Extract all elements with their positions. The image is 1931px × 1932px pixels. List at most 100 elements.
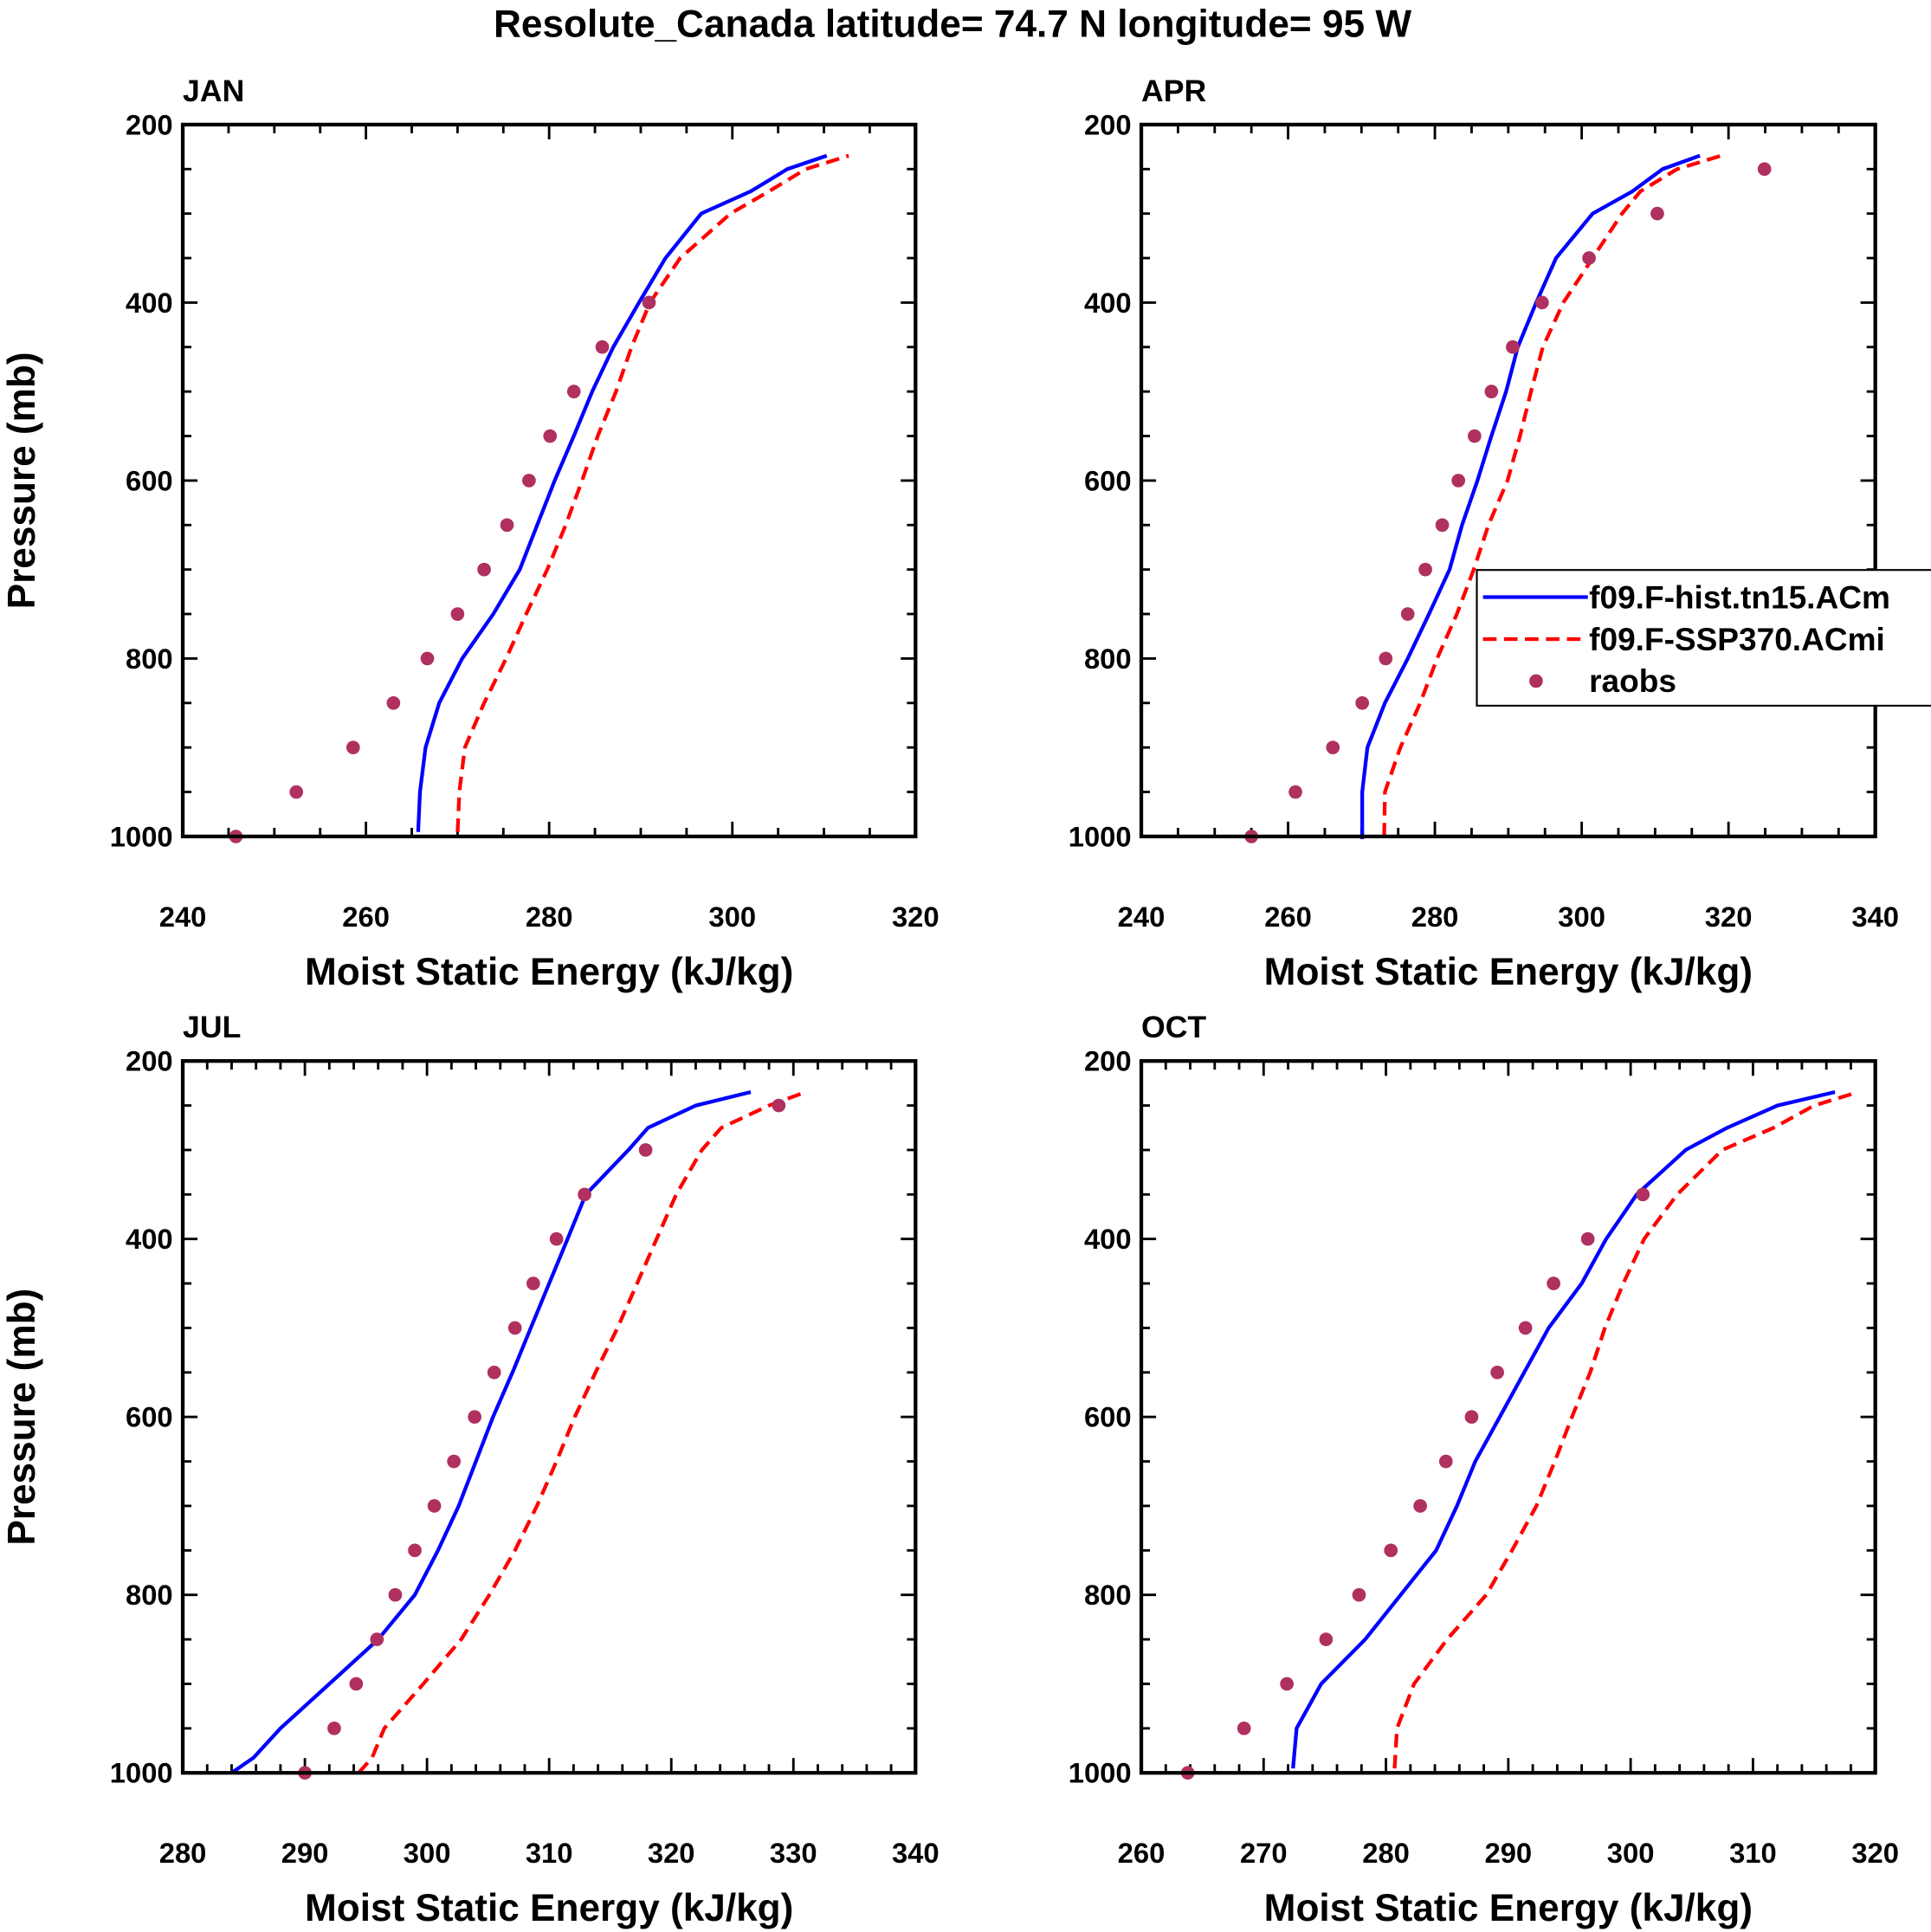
raobs-point: [386, 695, 401, 710]
y-tick-label: 1000: [110, 1757, 173, 1789]
legend-label: raobs: [1589, 662, 1676, 699]
x-tick-label: 270: [1240, 1837, 1288, 1869]
raobs-point: [642, 295, 656, 310]
raobs-point: [1518, 1321, 1533, 1335]
raobs-point: [1650, 206, 1664, 221]
x-tick-label: 280: [159, 1837, 207, 1869]
legend-marker: [1529, 674, 1543, 688]
hist-line: [416, 153, 828, 832]
figure-title: Resolute_Canada latitude= 74.7 N longitu…: [494, 3, 1411, 46]
raobs-point: [327, 1722, 341, 1735]
y-tick-label: 600: [1084, 1401, 1132, 1433]
x-tick-label: 290: [1485, 1837, 1533, 1869]
panel-apr: APR 240 260 280 300 320 340 200 400 600 800 1000 Moi…: [1069, 74, 1899, 993]
raobs-point: [1468, 429, 1482, 443]
raobs-point: [1379, 651, 1393, 666]
x-tick-label: 320: [892, 901, 940, 933]
plot-frame: [180, 1059, 918, 1775]
x-tick-label: 320: [1705, 901, 1753, 933]
raobs-point: [447, 1454, 462, 1469]
x-tick-label: 280: [1362, 1837, 1410, 1869]
raobs-point: [1319, 1632, 1334, 1646]
y-tick-label: 400: [1084, 1223, 1132, 1255]
raobs-point: [1484, 384, 1499, 398]
hist-line: [230, 1090, 752, 1774]
raobs-point: [477, 562, 491, 577]
x-tick-label: 260: [342, 901, 390, 933]
raobs-point: [1418, 562, 1432, 577]
y-tick-label: 200: [1084, 1045, 1132, 1077]
legend-label: f09.F-SSP370.ACmi: [1589, 621, 1885, 657]
raobs-point: [346, 740, 360, 754]
raobs-point: [1355, 695, 1369, 710]
raobs-point: [526, 1276, 540, 1290]
x-tick-label: 310: [1729, 1837, 1777, 1869]
raobs-point: [487, 1365, 501, 1380]
y-tick-label: 200: [126, 108, 173, 140]
raobs-point: [1400, 607, 1415, 621]
panel-oct: OCT 260 270 280 290 300 310 320 200 400 600 800 1000…: [1069, 1010, 1899, 1929]
y-tick-label: 600: [126, 1401, 173, 1433]
raobs-point: [1326, 740, 1340, 754]
x-tick-label: 310: [526, 1837, 573, 1869]
raobs-point: [772, 1098, 786, 1113]
raobs-point: [507, 1321, 522, 1335]
raobs-point: [468, 1410, 481, 1425]
raobs-point: [1435, 518, 1450, 533]
x-tick-label: 280: [526, 901, 573, 933]
panel-label: APR: [1141, 74, 1206, 108]
raobs-point: [388, 1587, 403, 1602]
y-tick-label: 600: [126, 464, 173, 496]
raobs-point: [1451, 474, 1466, 488]
ssp370-line: [1392, 1090, 1859, 1769]
raobs-point: [1547, 1276, 1560, 1290]
raobs-point: [1636, 1187, 1650, 1202]
plot-frame: [180, 122, 918, 839]
panel-label: JUL: [183, 1010, 241, 1044]
raobs-point: [1582, 251, 1596, 265]
x-axis-title: Moist Static Energy (kJ/kg): [1264, 1887, 1753, 1929]
y-tick-label: 400: [126, 287, 173, 319]
x-tick-label: 290: [281, 1837, 329, 1869]
x-tick-label: 300: [1558, 901, 1605, 933]
hist-line: [1291, 1090, 1836, 1769]
raobs-point: [1535, 295, 1549, 310]
x-axis-title: Moist Static Energy (kJ/kg): [305, 951, 793, 993]
x-tick-label: 300: [404, 1837, 451, 1869]
raobs-point: [1490, 1365, 1504, 1380]
raobs-point: [1280, 1677, 1294, 1691]
raobs-point: [500, 518, 514, 533]
x-tick-label: 320: [648, 1837, 695, 1869]
raobs-point: [549, 1231, 564, 1246]
raobs-point: [1288, 785, 1302, 799]
hist-line: [1360, 153, 1701, 840]
raobs-point: [420, 651, 435, 666]
x-tick-label: 260: [1264, 901, 1312, 933]
raobs-point: [450, 607, 465, 621]
x-tick-label: 240: [159, 901, 207, 933]
x-tick-label: 260: [1118, 1837, 1166, 1869]
raobs-point: [289, 785, 304, 799]
ssp370-line: [455, 153, 849, 832]
y-tick-label: 1000: [1069, 820, 1132, 852]
legend: f09.F-hist.tn15.ACm f09.F-SSP370.ACmi raob…: [1476, 569, 1931, 707]
y-tick-label: 1000: [1069, 1757, 1132, 1789]
x-axis-title: Moist Static Energy (kJ/kg): [305, 1887, 793, 1929]
ssp370-line: [1382, 153, 1722, 837]
raobs-point: [1438, 1454, 1453, 1469]
raobs-point: [595, 339, 610, 354]
x-tick-label: 300: [1607, 1837, 1655, 1869]
x-tick-label: 280: [1411, 901, 1459, 933]
raobs-point: [1464, 1410, 1479, 1425]
panel-label: OCT: [1141, 1010, 1206, 1044]
x-tick-label: 240: [1118, 901, 1166, 933]
y-tick-label: 600: [1084, 464, 1132, 496]
raobs-point: [1237, 1722, 1251, 1735]
plot-frame: [1139, 1059, 1877, 1775]
ssp370-line: [357, 1090, 807, 1774]
y-tick-label: 800: [1084, 1579, 1132, 1611]
raobs-point: [1352, 1587, 1366, 1602]
raobs-point: [522, 474, 536, 488]
x-tick-label: 300: [708, 901, 756, 933]
y-tick-label: 200: [1084, 108, 1132, 140]
